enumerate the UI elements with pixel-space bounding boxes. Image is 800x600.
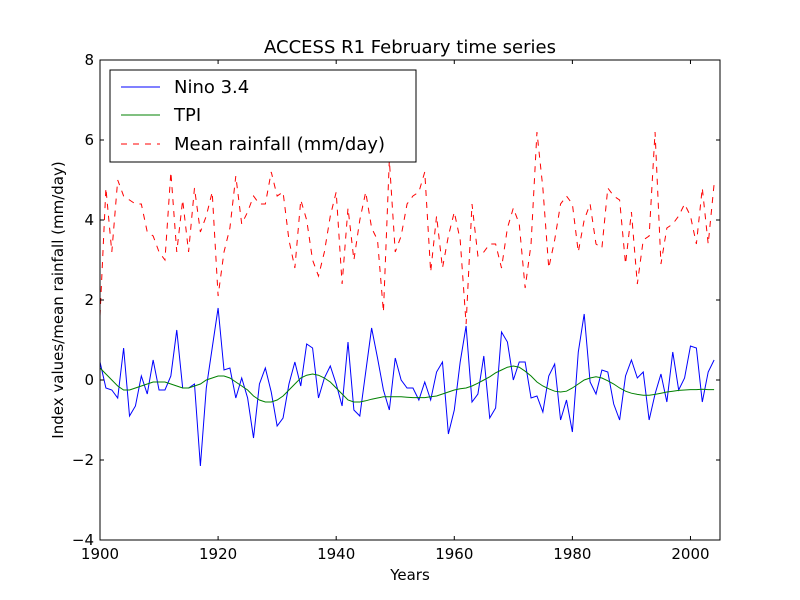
- x-tick-label: 1980: [553, 545, 591, 563]
- x-tick-label: 1940: [317, 545, 355, 563]
- series-layer: [99, 131, 715, 467]
- y-tick-label: −2: [72, 451, 94, 469]
- tick-layer: 1900 1920 1940 1960 1980 2000 −4 −2 0 2 4 6 8: [72, 51, 720, 563]
- y-axis-label: Index values/mean rainfall (mm/day): [49, 161, 67, 438]
- legend-box: [109, 69, 417, 163]
- legend-label-tpi: TPI: [173, 105, 201, 126]
- x-tick-label: 1900: [81, 545, 119, 563]
- legend-label-nino34: Nino 3.4: [174, 77, 249, 98]
- y-tick-label: 4: [84, 211, 94, 229]
- legend: Nino 3.4 TPI Mean rainfall (mm/day): [109, 69, 417, 163]
- x-tick-label: 1920: [199, 545, 237, 563]
- x-tick-label: 2000: [671, 545, 709, 563]
- series-line-nino34: [99, 307, 715, 467]
- y-tick-label: 0: [84, 371, 94, 389]
- y-tick-label: −4: [72, 531, 94, 549]
- legend-label-rainfall: Mean rainfall (mm/day): [174, 134, 385, 155]
- chart-title: ACCESS R1 February time series: [264, 37, 556, 58]
- y-tick-label: 6: [84, 131, 94, 149]
- y-tick-label: 8: [84, 51, 94, 69]
- series-line-tpi: [99, 365, 715, 403]
- y-tick-label: 2: [84, 291, 94, 309]
- x-axis-label: Years: [389, 566, 430, 584]
- series-line-rainfall: [99, 131, 715, 325]
- x-tick-label: 1960: [435, 545, 473, 563]
